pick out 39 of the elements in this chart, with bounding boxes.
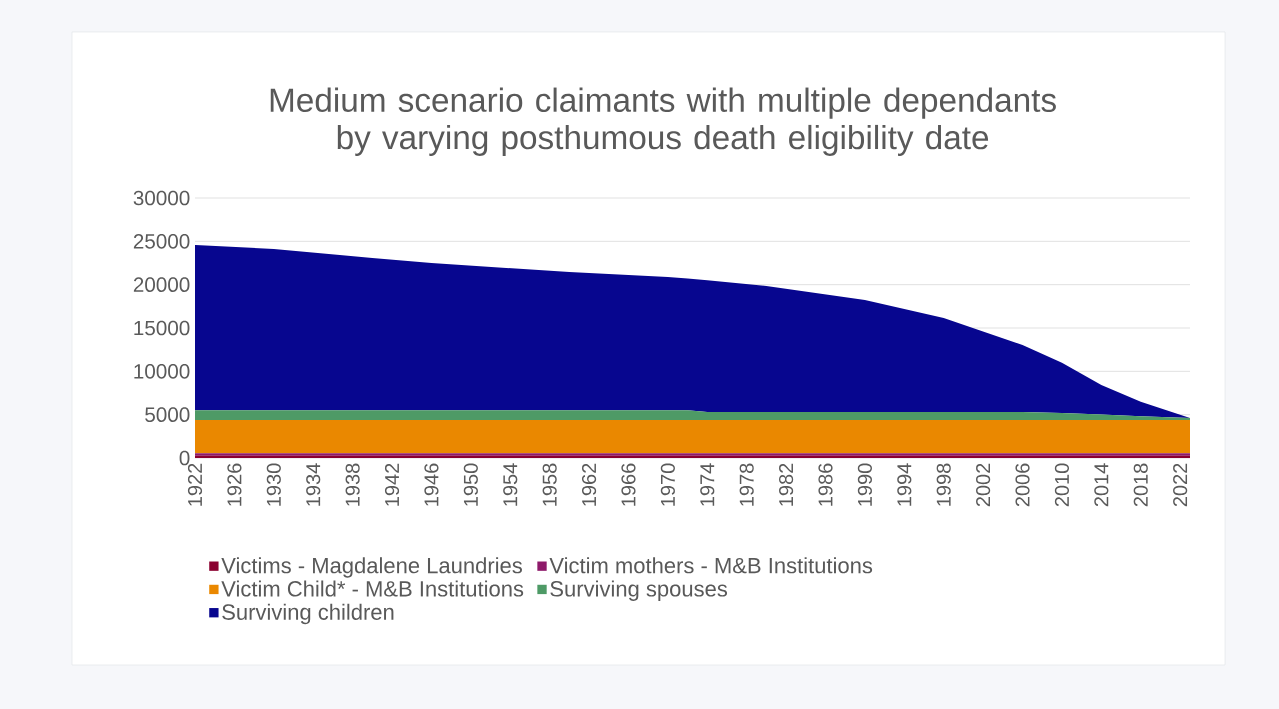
x-tick-label: 1966 [621, 463, 636, 506]
x-tick-label: 1922 [187, 463, 203, 506]
x-tick-label: 1930 [266, 463, 281, 506]
x-tick-label: 2018 [1133, 463, 1148, 507]
y-tick-label: 20000 [133, 277, 190, 292]
y-tick-label: 15000 [134, 320, 190, 336]
x-tick-label: 1938 [345, 463, 360, 506]
x-tick-label: 2002 [976, 463, 991, 507]
x-tick-label: 1950 [463, 463, 478, 506]
x-tick-label: 1970 [660, 463, 675, 506]
x-tick-label: 1926 [227, 463, 242, 506]
y-tick-label: 30000 [133, 190, 190, 206]
x-tick-label: 1974 [700, 463, 715, 506]
chart-title: Medium scenario claimants with multiple dependants by varying posthumous death eligibility date [270, 87, 1056, 156]
x-tick-label: 2010 [1054, 463, 1070, 507]
x-tick-label: 2022 [1173, 463, 1188, 507]
legend-label: Victim Child* - M&B Institutions [221, 580, 524, 597]
x-tick-label: 1942 [384, 463, 400, 506]
y-tick-label: 0 [179, 450, 190, 466]
y-tick-label: 5000 [145, 407, 190, 422]
x-tick-label: 1946 [424, 463, 439, 506]
legend-label: Surviving children [222, 603, 394, 625]
x-tick-label: 1986 [818, 463, 833, 506]
legend-label: Victim mothers - M&B Institutions [549, 557, 873, 574]
x-tick-label: 1978 [739, 463, 754, 506]
x-tick-label: 1998 [936, 463, 951, 506]
legend-label: Victims - Magdalene Laundries [221, 557, 522, 578]
x-tick-label: 1934 [306, 463, 321, 506]
y-tick-label: 10000 [134, 364, 190, 379]
x-tick-label: 1954 [503, 463, 518, 506]
x-tick-label: 1958 [542, 463, 557, 506]
x-tick-label: 1962 [581, 463, 597, 506]
y-tick-label: 25000 [133, 234, 190, 249]
legend-label: Surviving spouses [550, 580, 728, 601]
x-tick-label: 1982 [779, 463, 794, 506]
x-tick-label: 2014 [1094, 463, 1109, 507]
x-tick-label: 1994 [897, 463, 912, 506]
x-tick-label: 1990 [857, 463, 872, 506]
x-tick-label: 2006 [1015, 463, 1030, 507]
